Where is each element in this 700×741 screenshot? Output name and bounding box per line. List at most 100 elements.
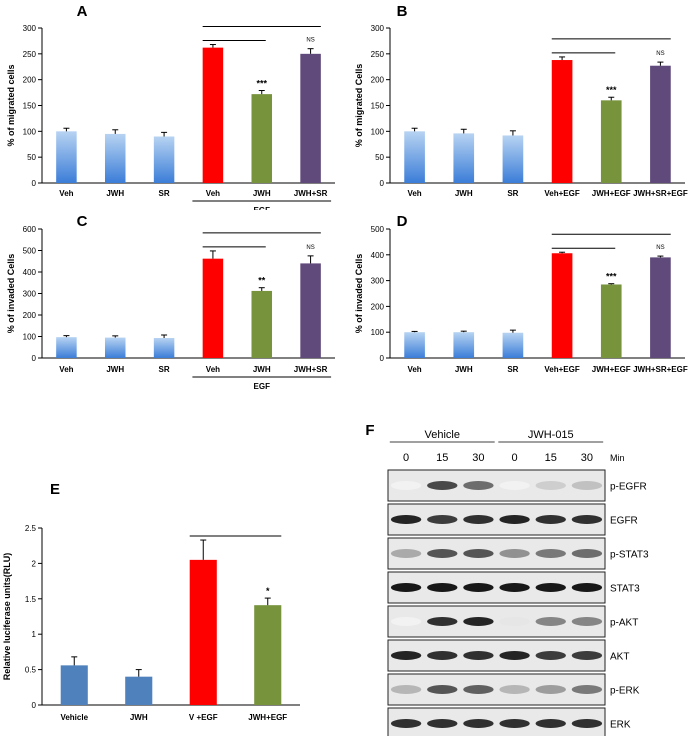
chart-c-bar bbox=[300, 263, 321, 358]
blot-band bbox=[571, 549, 603, 558]
chart-b-bar bbox=[600, 100, 622, 183]
blot-band bbox=[390, 685, 422, 694]
blot-band bbox=[427, 651, 458, 660]
chart-d-significance-label: *** bbox=[606, 272, 617, 282]
blot-band bbox=[571, 617, 603, 626]
blot-group-label: JWH-015 bbox=[528, 429, 574, 441]
blot-band bbox=[390, 515, 422, 524]
blot-band bbox=[499, 719, 530, 728]
chart-b-category-label: JWH+SR+EGF bbox=[633, 189, 688, 198]
chart-b-y-tick-label: 300 bbox=[371, 24, 385, 33]
blot-time-label: 15 bbox=[436, 452, 448, 464]
blot-time-label: 30 bbox=[472, 452, 484, 464]
chart-d-bar bbox=[502, 332, 524, 358]
chart-c-y-tick-label: 0 bbox=[32, 354, 37, 363]
chart-panel-e: E 0 0.5 1 1.5 2 2.5 Relative luciferase units(R… bbox=[0, 460, 355, 736]
blot-svg-f: F Vehicle JWH-015 0 15 30 0 15 30 Min p-EGFR EGFR p-… bbox=[365, 422, 649, 740]
chart-a-y-tick-label: 300 bbox=[23, 24, 37, 33]
chart-d-bar bbox=[600, 284, 622, 358]
chart-c-category-label: SR bbox=[159, 365, 170, 374]
blot-band bbox=[535, 719, 566, 728]
chart-c-y-tick-label: 100 bbox=[23, 333, 37, 342]
chart-e-bar bbox=[60, 665, 88, 705]
blot-strip bbox=[387, 673, 606, 706]
chart-d-y-tick-label: 200 bbox=[371, 302, 385, 311]
blot-row-label: AKT bbox=[610, 652, 629, 663]
chart-a-panel-letter: A bbox=[77, 3, 88, 20]
chart-b-bar bbox=[551, 60, 573, 183]
blot-band bbox=[463, 481, 494, 490]
chart-c-category-label: JWH bbox=[106, 365, 124, 374]
blot-band bbox=[463, 685, 494, 694]
blot-band bbox=[499, 617, 530, 626]
chart-b-category-label: Veh+EGF bbox=[544, 189, 579, 198]
chart-e-y-tick-label: 1.5 bbox=[25, 595, 37, 604]
chart-b-category-label: Veh bbox=[407, 189, 421, 198]
chart-a-bar bbox=[153, 136, 175, 183]
blot-band bbox=[463, 549, 494, 558]
chart-b-y-tick-label: 250 bbox=[371, 50, 385, 59]
chart-svg-d: D 0 100 200 300 400 500 % of invaded Cells Veh JW… bbox=[354, 213, 688, 374]
blot-band bbox=[499, 481, 530, 490]
chart-c-category-label: Veh bbox=[59, 365, 73, 374]
chart-d-significance-label: NS bbox=[656, 245, 664, 251]
blot-band bbox=[390, 583, 422, 592]
chart-a-significance-label: NS bbox=[306, 38, 314, 44]
chart-b-bar bbox=[502, 135, 524, 183]
blot-band bbox=[499, 583, 530, 592]
chart-d-panel-letter: D bbox=[397, 213, 408, 230]
chart-a-bar bbox=[56, 131, 77, 183]
blot-row-label: p-AKT bbox=[610, 618, 638, 629]
blot-strip bbox=[387, 707, 606, 740]
chart-a-y-axis-label: % of migrated cells bbox=[6, 64, 16, 146]
chart-e-y-tick-label: 1 bbox=[32, 630, 37, 639]
chart-c-y-tick-label: 300 bbox=[23, 290, 37, 299]
chart-b-y-axis-label: % of migrated Cells bbox=[354, 64, 364, 148]
chart-b-bar bbox=[650, 65, 671, 183]
chart-b-category-label: SR bbox=[507, 189, 518, 198]
chart-c-category-label: JWH bbox=[253, 365, 271, 374]
chart-e-bar bbox=[254, 605, 282, 705]
blot-band bbox=[535, 549, 566, 558]
blot-band bbox=[390, 651, 422, 660]
chart-a-bar bbox=[202, 47, 224, 184]
chart-svg-b: B 0 50 100 150 200 250 300 % of migrated Cells Ve… bbox=[354, 3, 688, 198]
chart-panel-b: B 0 50 100 150 200 250 300 % of migrated Cells Ve… bbox=[350, 0, 700, 210]
chart-c-bar bbox=[153, 338, 175, 358]
chart-e-significance-label: * bbox=[266, 586, 270, 596]
chart-a-y-tick-label: 200 bbox=[23, 76, 37, 85]
chart-c-category-label: Veh bbox=[206, 365, 220, 374]
chart-c-y-axis-label: % of invaded Cells bbox=[6, 254, 16, 334]
chart-d-y-tick-label: 400 bbox=[371, 251, 385, 260]
chart-e-bar bbox=[125, 676, 153, 705]
chart-c-bar bbox=[104, 337, 126, 358]
blot-band bbox=[535, 651, 566, 660]
blot-strip bbox=[387, 537, 606, 570]
chart-panel-d: D 0 100 200 300 400 500 % of invaded Cells Veh JW… bbox=[350, 210, 700, 406]
chart-svg-e: E 0 0.5 1 1.5 2 2.5 Relative luciferase units(R… bbox=[2, 481, 300, 722]
chart-e-category-label: V +EGF bbox=[189, 713, 218, 722]
chart-d-bar bbox=[453, 332, 475, 358]
blot-time-label: 0 bbox=[403, 452, 409, 464]
chart-b-significance-label: *** bbox=[606, 85, 617, 95]
blot-band bbox=[463, 617, 494, 626]
blot-band bbox=[427, 549, 458, 558]
chart-a-category-label: SR bbox=[159, 189, 170, 198]
chart-b-category-label: JWH bbox=[455, 189, 473, 198]
blot-strip bbox=[387, 639, 606, 672]
chart-d-category-label: Veh+EGF bbox=[544, 365, 579, 374]
chart-e-category-label: JWH bbox=[130, 713, 148, 722]
blot-band bbox=[571, 481, 603, 490]
blot-strip bbox=[387, 605, 606, 638]
chart-d-category-label: JWH+EGF bbox=[592, 365, 631, 374]
blot-band bbox=[535, 685, 566, 694]
blot-band bbox=[427, 515, 458, 524]
chart-c-y-tick-label: 500 bbox=[23, 247, 37, 256]
blot-band bbox=[427, 719, 458, 728]
chart-c-y-tick-label: 600 bbox=[23, 225, 37, 234]
chart-a-y-tick-label: 150 bbox=[23, 102, 37, 111]
chart-d-y-tick-label: 100 bbox=[371, 328, 385, 337]
chart-e-y-tick-label: 0 bbox=[32, 701, 37, 710]
chart-a-y-tick-label: 100 bbox=[23, 127, 37, 136]
blot-group-label: Vehicle bbox=[425, 429, 460, 441]
